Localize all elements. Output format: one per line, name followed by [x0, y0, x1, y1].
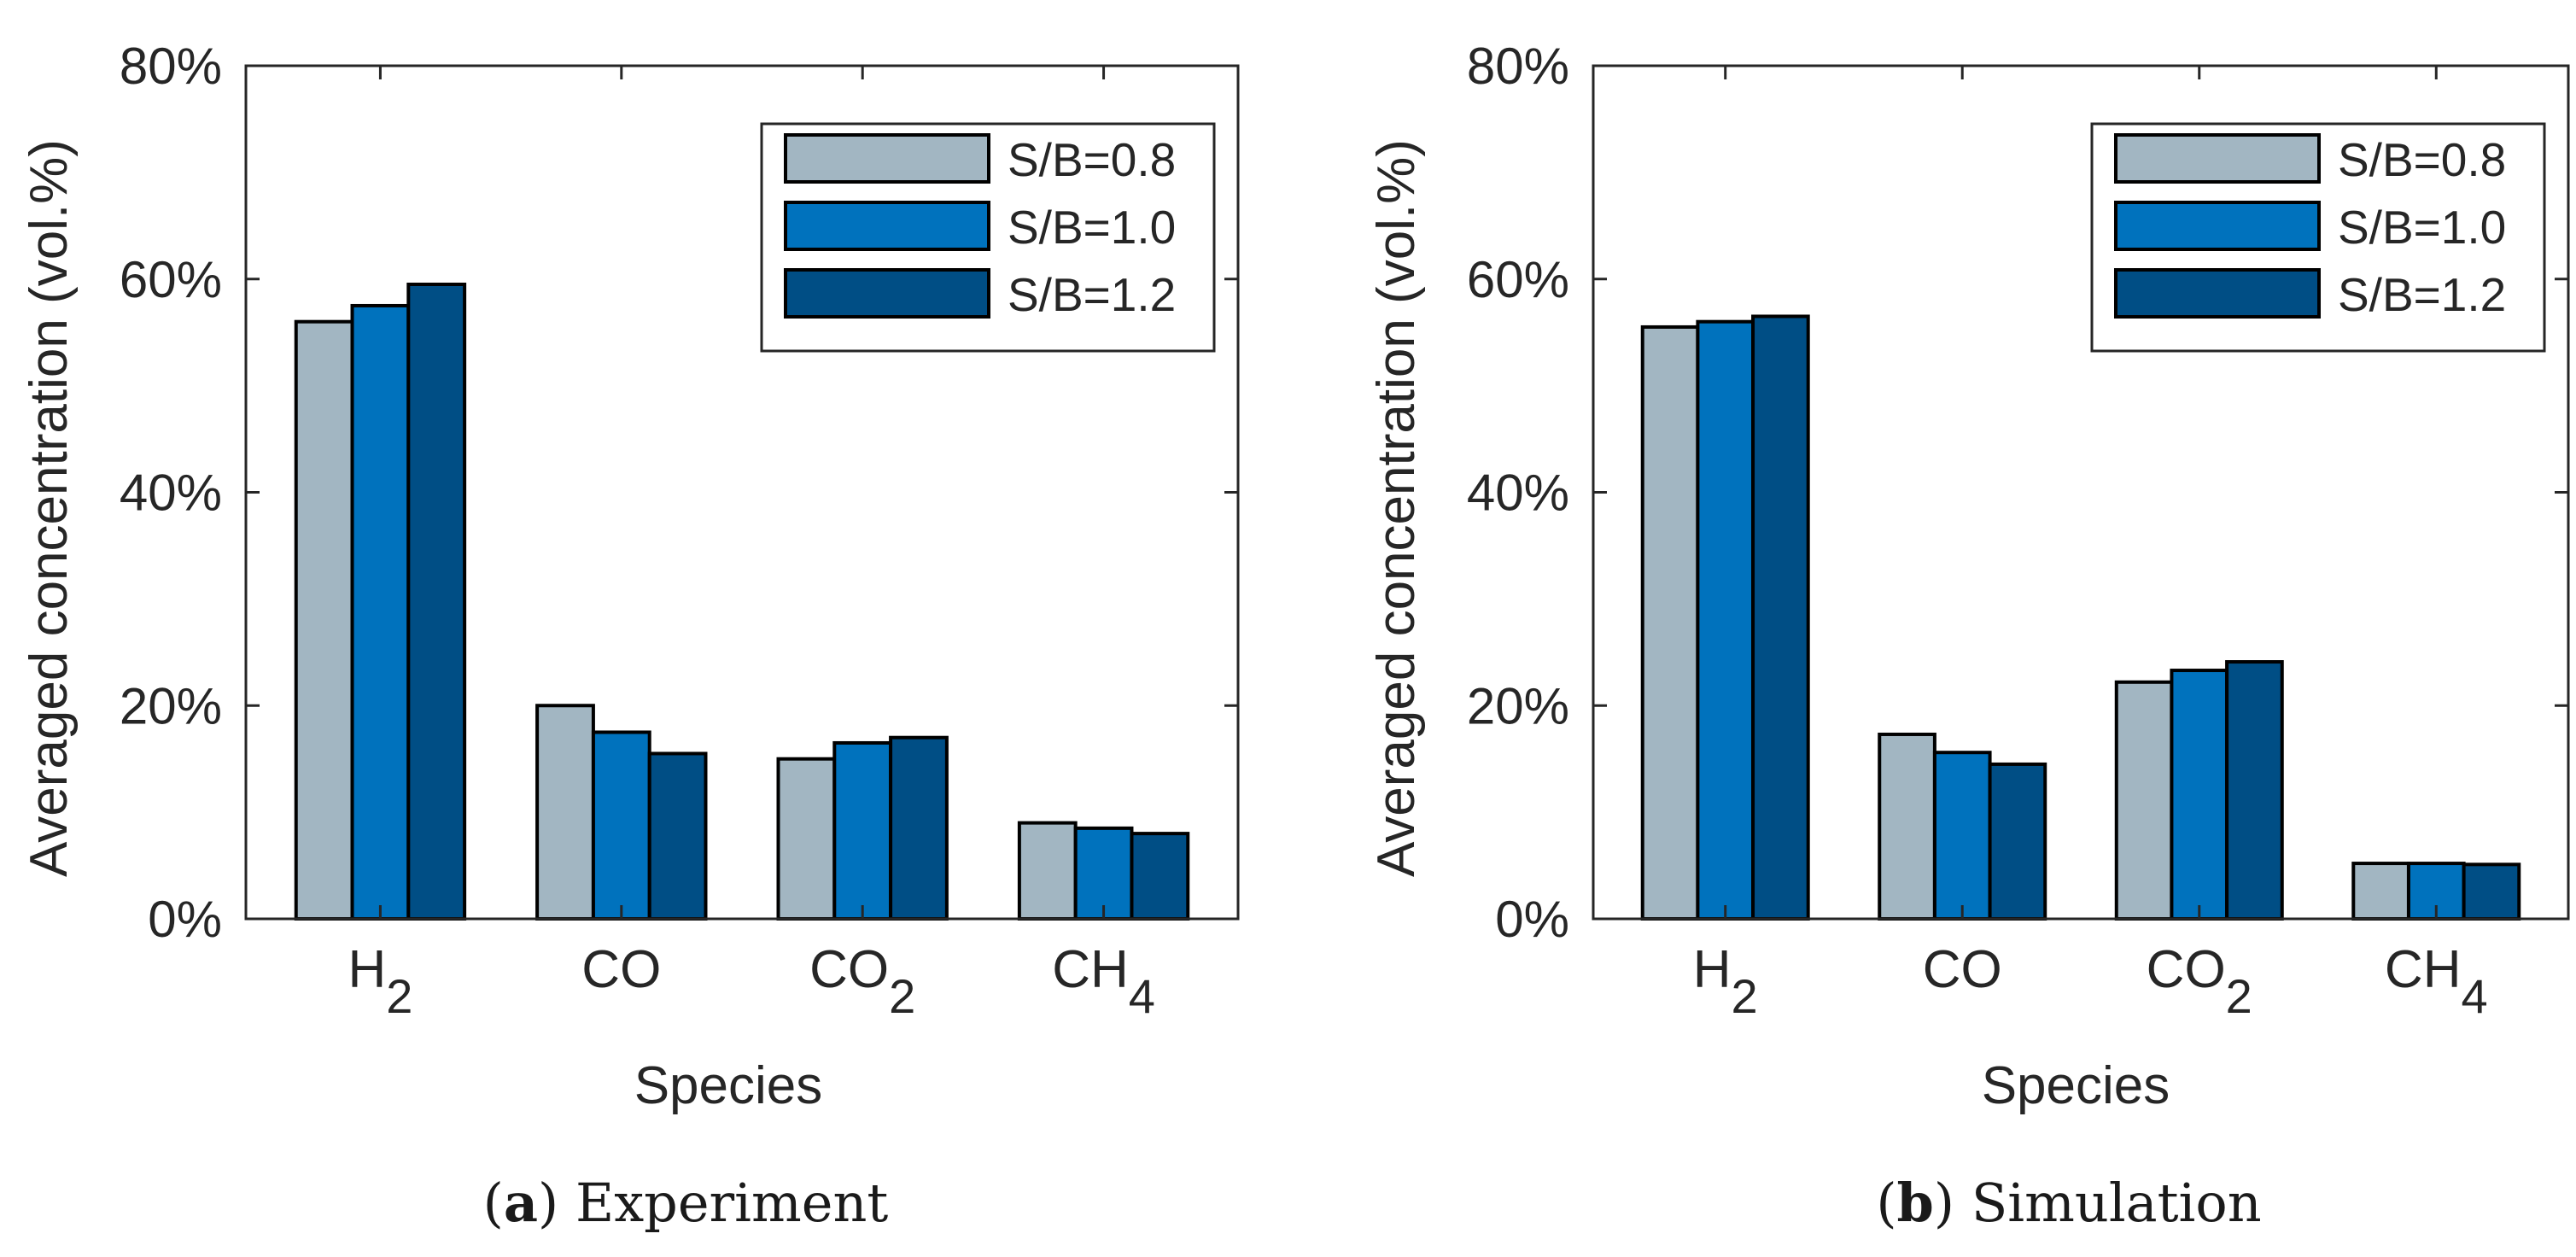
legend-label: S/B=0.8 [1008, 133, 1176, 186]
panel-caption: (b) Simulation [1876, 1172, 2261, 1234]
x-tick-label-co2: CO2 [2147, 940, 2252, 1023]
legend-label: S/B=1.2 [1008, 268, 1176, 321]
bar-h2-s-b-1-0 [1696, 319, 1755, 921]
legend-label: S/B=1.0 [2338, 201, 2506, 254]
legend-swatch [2114, 201, 2321, 251]
bar-h2-s-b-1-0 [350, 303, 411, 921]
panel-experiment: Averaged concentration (vol.%) Species (… [20, 38, 1240, 1234]
y-tick-label: 80% [120, 38, 222, 95]
x-tick-label-co2: CO2 [809, 940, 915, 1023]
y-tick-label: 20% [120, 677, 222, 734]
panel-simulation: Averaged concentration (vol.%) Species (… [1367, 38, 2570, 1234]
y-tick-label: 0% [1495, 891, 1569, 948]
bar-co-s-b-0-8 [1878, 732, 1936, 921]
bar-ch4-s-b-1-2 [1130, 832, 1190, 921]
panel-letter: a [504, 1172, 538, 1234]
legend-label: S/B=0.8 [2338, 133, 2506, 186]
y-tick-label: 20% [1467, 677, 1569, 734]
y-tick-label: 60% [120, 251, 222, 308]
y-tick-label: 0% [148, 891, 222, 948]
x-tick-label-co: CO [581, 940, 661, 999]
bar-co-s-b-1-2 [1988, 762, 2047, 921]
axes: 0% 20% 40% 60% 80% H2 CO CO2 CH4 [1467, 38, 2570, 1023]
bar-h2-s-b-0-8 [1640, 324, 1700, 921]
x-tick-label-h2: H2 [348, 940, 412, 1023]
y-tick-label: 40% [120, 465, 222, 522]
bar-co-s-b-1-2 [647, 751, 708, 921]
panel-caption: (a) Experiment [483, 1172, 889, 1234]
legend-swatch [2114, 133, 2321, 184]
y-axis-label: Averaged concentration (vol.%) [1367, 139, 1426, 877]
y-tick-label: 60% [1467, 251, 1569, 308]
bar-co2-s-b-0-8 [2114, 680, 2174, 921]
bar-co2-s-b-1-2 [889, 735, 949, 921]
y-tick-label: 40% [1467, 465, 1569, 522]
legend-swatch [784, 201, 990, 251]
bar-co-s-b-1-0 [1932, 751, 1992, 921]
legend-swatch [2114, 268, 2321, 319]
legend-swatch [784, 268, 990, 319]
x-tick-label-ch4: CH4 [2385, 940, 2488, 1023]
legend-label: S/B=1.0 [1008, 201, 1176, 254]
legend-swatch [784, 133, 990, 184]
y-axis-label: Averaged concentration (vol.%) [20, 139, 79, 877]
legend: S/B=0.8 S/B=1.0 S/B=1.2 [2090, 122, 2546, 353]
y-tick-label: 80% [1467, 38, 1569, 95]
bar-co2-s-b-0-8 [776, 757, 837, 921]
x-tick-label-ch4: CH4 [1052, 940, 1155, 1023]
axes: 0% 20% 40% 60% 80% H2 CO CO2 CH4 [120, 38, 1240, 1023]
bar-h2-s-b-1-2 [406, 282, 467, 921]
x-axis-label: Species [1982, 1056, 2170, 1115]
bar-ch4-s-b-0-8 [1017, 821, 1078, 921]
bar-co2-s-b-1-0 [2170, 669, 2229, 921]
bar-co-s-b-1-0 [591, 730, 651, 921]
x-tick-label-h2: H2 [1693, 940, 1758, 1023]
caption-text: Simulation [1971, 1172, 2262, 1234]
x-tick-label-co: CO [1923, 940, 2002, 999]
x-axis-label: Species [634, 1056, 823, 1115]
legend: S/B=0.8 S/B=1.0 S/B=1.2 [760, 122, 1216, 353]
bar-ch4-s-b-0-8 [2351, 862, 2410, 921]
bar-h2-s-b-1-2 [1751, 314, 1810, 921]
bar-co2-s-b-1-0 [832, 740, 893, 921]
panel-letter: b [1897, 1172, 1934, 1234]
bars [1640, 314, 2521, 921]
bar-ch4-s-b-1-2 [2462, 862, 2521, 921]
bars [294, 282, 1190, 921]
bar-h2-s-b-0-8 [294, 319, 354, 921]
legend-label: S/B=1.2 [2338, 268, 2506, 321]
caption-text: Experiment [575, 1172, 888, 1234]
bar-co-s-b-0-8 [535, 704, 595, 921]
bar-co2-s-b-1-2 [2225, 660, 2284, 921]
